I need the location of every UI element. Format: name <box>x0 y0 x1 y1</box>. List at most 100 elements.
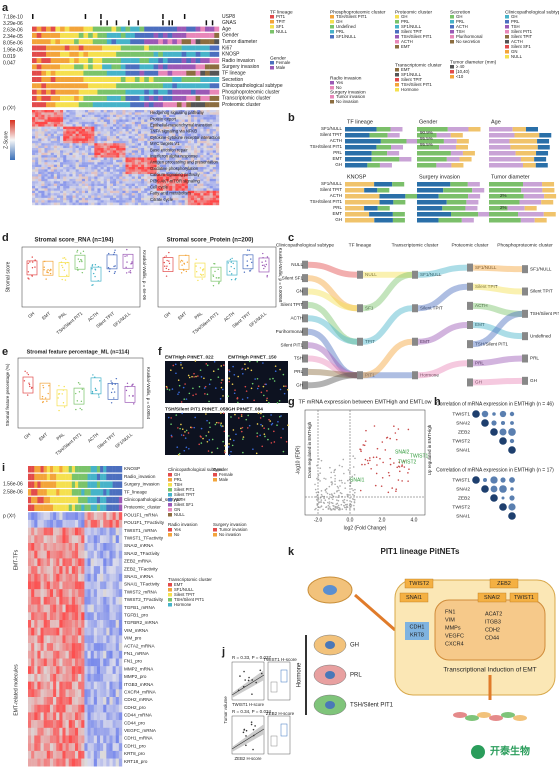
annotation-cell <box>36 26 42 32</box>
heatmap-cell <box>178 136 182 139</box>
annotation-cell <box>106 70 112 76</box>
bar-segment <box>446 157 460 162</box>
legend-swatch <box>395 25 399 29</box>
point <box>218 282 220 285</box>
cell-stain <box>277 420 279 423</box>
heatmap-cell <box>212 159 217 163</box>
heatmap-cell <box>206 169 210 172</box>
heatmap-cell <box>47 190 51 194</box>
heatmap-cell <box>75 131 79 134</box>
heatmap-cell <box>60 202 64 206</box>
heatmap-cell <box>172 183 176 187</box>
heatmap-cell <box>100 121 104 125</box>
heatmap-cell <box>87 512 91 521</box>
cell-stain <box>168 389 171 391</box>
heatmap-cell <box>194 126 198 130</box>
heatmap-cell <box>212 186 217 189</box>
heatmap-cell <box>44 157 48 161</box>
heatmap-cell <box>125 133 129 137</box>
heatmap-cell <box>100 612 104 621</box>
node-label: SF1/NULL <box>530 266 552 271</box>
heatmap-cell <box>65 573 69 582</box>
annotation-cell <box>69 32 75 38</box>
heatmap-cell <box>59 535 63 544</box>
heatmap-cell <box>81 635 85 644</box>
annotation-cell <box>92 58 98 64</box>
heatmap-cell <box>56 145 61 149</box>
heatmap-cell <box>66 197 70 201</box>
heatmap-cell <box>69 150 73 153</box>
heatmap-cell <box>106 535 110 544</box>
heatmap-cell <box>103 117 107 120</box>
annotation-cell <box>41 64 47 70</box>
point <box>113 251 116 254</box>
heatmap-cell <box>119 174 123 177</box>
percent-label: 95.5% <box>420 136 433 141</box>
bar-segment <box>417 188 444 193</box>
bar-segment <box>417 139 444 144</box>
heatmap-cell <box>212 110 217 113</box>
legend-swatch <box>505 45 509 49</box>
heatmap-cell <box>181 193 185 196</box>
legend-swatch <box>505 50 509 54</box>
row-label: EMT <box>333 156 343 161</box>
heatmap-cell <box>203 117 207 120</box>
heatmap-cell <box>106 186 111 189</box>
heatmap-cell <box>194 112 198 115</box>
annotation-cell <box>195 51 201 57</box>
heatmap-cell <box>65 550 69 559</box>
heatmap-cell <box>194 110 198 113</box>
heatmap-cell <box>97 121 101 125</box>
point <box>63 406 66 408</box>
row-label: Ki67 <box>222 45 232 51</box>
point <box>61 266 64 269</box>
heatmap-cell <box>28 558 32 567</box>
cell-stain <box>242 372 244 375</box>
heatmap-cell <box>194 190 198 194</box>
annotation-cell <box>71 481 76 488</box>
heatmap-cell <box>125 145 129 149</box>
annotation-cell <box>75 473 79 481</box>
heatmap-cell <box>59 589 63 598</box>
cell-stain <box>257 412 260 414</box>
gene-point <box>320 490 323 492</box>
heatmap-cell <box>206 155 210 158</box>
legend-swatch <box>395 73 399 77</box>
heatmap-cell <box>153 171 157 175</box>
heatmap-cell <box>44 195 48 199</box>
heatmap-cell <box>112 650 116 659</box>
heatmap-cell <box>63 114 67 118</box>
heatmap-cell <box>206 164 210 168</box>
heatmap-cell <box>97 174 101 177</box>
heatmap-cell <box>209 121 213 125</box>
heatmap-cell <box>60 193 64 196</box>
heatmap-cell <box>172 133 176 137</box>
annotation-cell <box>102 39 107 45</box>
heatmap-cell <box>156 195 160 199</box>
heatmap-cell <box>100 143 104 146</box>
heatmap-cell <box>119 117 123 120</box>
cell-stain <box>240 415 243 417</box>
heatmap-cell <box>106 119 111 123</box>
annotation-cell <box>130 51 136 57</box>
annotation-cell <box>55 64 61 70</box>
heatmap-cell <box>103 124 107 127</box>
heatmap-cell <box>90 620 94 628</box>
tick-label: 2.0 <box>379 517 386 523</box>
point <box>124 255 126 257</box>
gene-point <box>364 458 367 461</box>
cell-stain <box>276 424 278 427</box>
heatmap-cell <box>131 162 136 165</box>
heatmap-cell <box>194 174 198 177</box>
heatmap-cell <box>65 535 69 544</box>
heatmap-cell <box>106 635 110 644</box>
heatmap-cell <box>88 129 92 132</box>
heatmap-cell <box>194 114 198 118</box>
annotation-cell <box>34 481 38 488</box>
heatmap-cell <box>47 112 51 115</box>
cell-stain <box>207 431 210 433</box>
annotation-cell <box>32 95 37 101</box>
heatmap-cell <box>66 114 70 118</box>
heatmap-cell <box>53 157 58 161</box>
heatmap-cell <box>125 186 129 189</box>
